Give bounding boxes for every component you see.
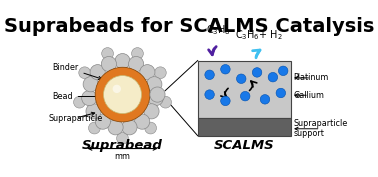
Circle shape <box>221 96 230 106</box>
Circle shape <box>150 87 165 102</box>
Circle shape <box>144 104 159 119</box>
Circle shape <box>122 120 137 135</box>
Circle shape <box>155 67 166 79</box>
Circle shape <box>104 76 141 114</box>
Circle shape <box>276 88 285 98</box>
Text: Platinum: Platinum <box>293 73 329 82</box>
Circle shape <box>135 114 150 129</box>
Circle shape <box>147 77 162 92</box>
Circle shape <box>83 77 98 92</box>
Circle shape <box>86 104 101 119</box>
Text: Bead: Bead <box>52 92 105 101</box>
Text: Suprabeads for SCALMS Catalysis: Suprabeads for SCALMS Catalysis <box>4 17 374 36</box>
Circle shape <box>88 122 100 134</box>
Circle shape <box>82 90 97 106</box>
Circle shape <box>117 132 129 144</box>
Text: mm: mm <box>115 153 130 161</box>
Text: Supraparticle
support: Supraparticle support <box>293 119 348 138</box>
Circle shape <box>79 67 91 79</box>
Circle shape <box>253 68 262 77</box>
Circle shape <box>108 120 123 135</box>
Text: Suprabead: Suprabead <box>82 139 163 152</box>
Circle shape <box>260 95 270 104</box>
Circle shape <box>95 67 150 122</box>
Circle shape <box>102 48 113 59</box>
Circle shape <box>95 114 110 129</box>
Bar <box>198 61 291 118</box>
Circle shape <box>132 48 143 59</box>
Circle shape <box>221 64 230 74</box>
Text: C$_3$H$_8$: C$_3$H$_8$ <box>206 23 231 37</box>
Circle shape <box>205 70 214 79</box>
Circle shape <box>268 72 278 82</box>
Circle shape <box>129 56 144 72</box>
Circle shape <box>205 90 214 99</box>
Text: C$_3$H$_6$+ H$_2$: C$_3$H$_6$+ H$_2$ <box>235 28 283 42</box>
Text: Supraparticle: Supraparticle <box>48 112 103 123</box>
Text: Binder: Binder <box>52 63 102 79</box>
Circle shape <box>113 85 121 93</box>
Text: SCALMS: SCALMS <box>214 139 275 152</box>
Circle shape <box>115 54 130 69</box>
Circle shape <box>90 65 105 80</box>
Circle shape <box>279 66 288 76</box>
Bar <box>198 118 291 136</box>
Circle shape <box>148 90 163 106</box>
Text: Gallium: Gallium <box>293 91 324 100</box>
Circle shape <box>140 65 155 80</box>
Circle shape <box>240 91 250 101</box>
Circle shape <box>74 96 85 108</box>
Circle shape <box>160 96 172 108</box>
Circle shape <box>101 56 116 72</box>
Circle shape <box>145 122 156 134</box>
Circle shape <box>237 74 246 84</box>
